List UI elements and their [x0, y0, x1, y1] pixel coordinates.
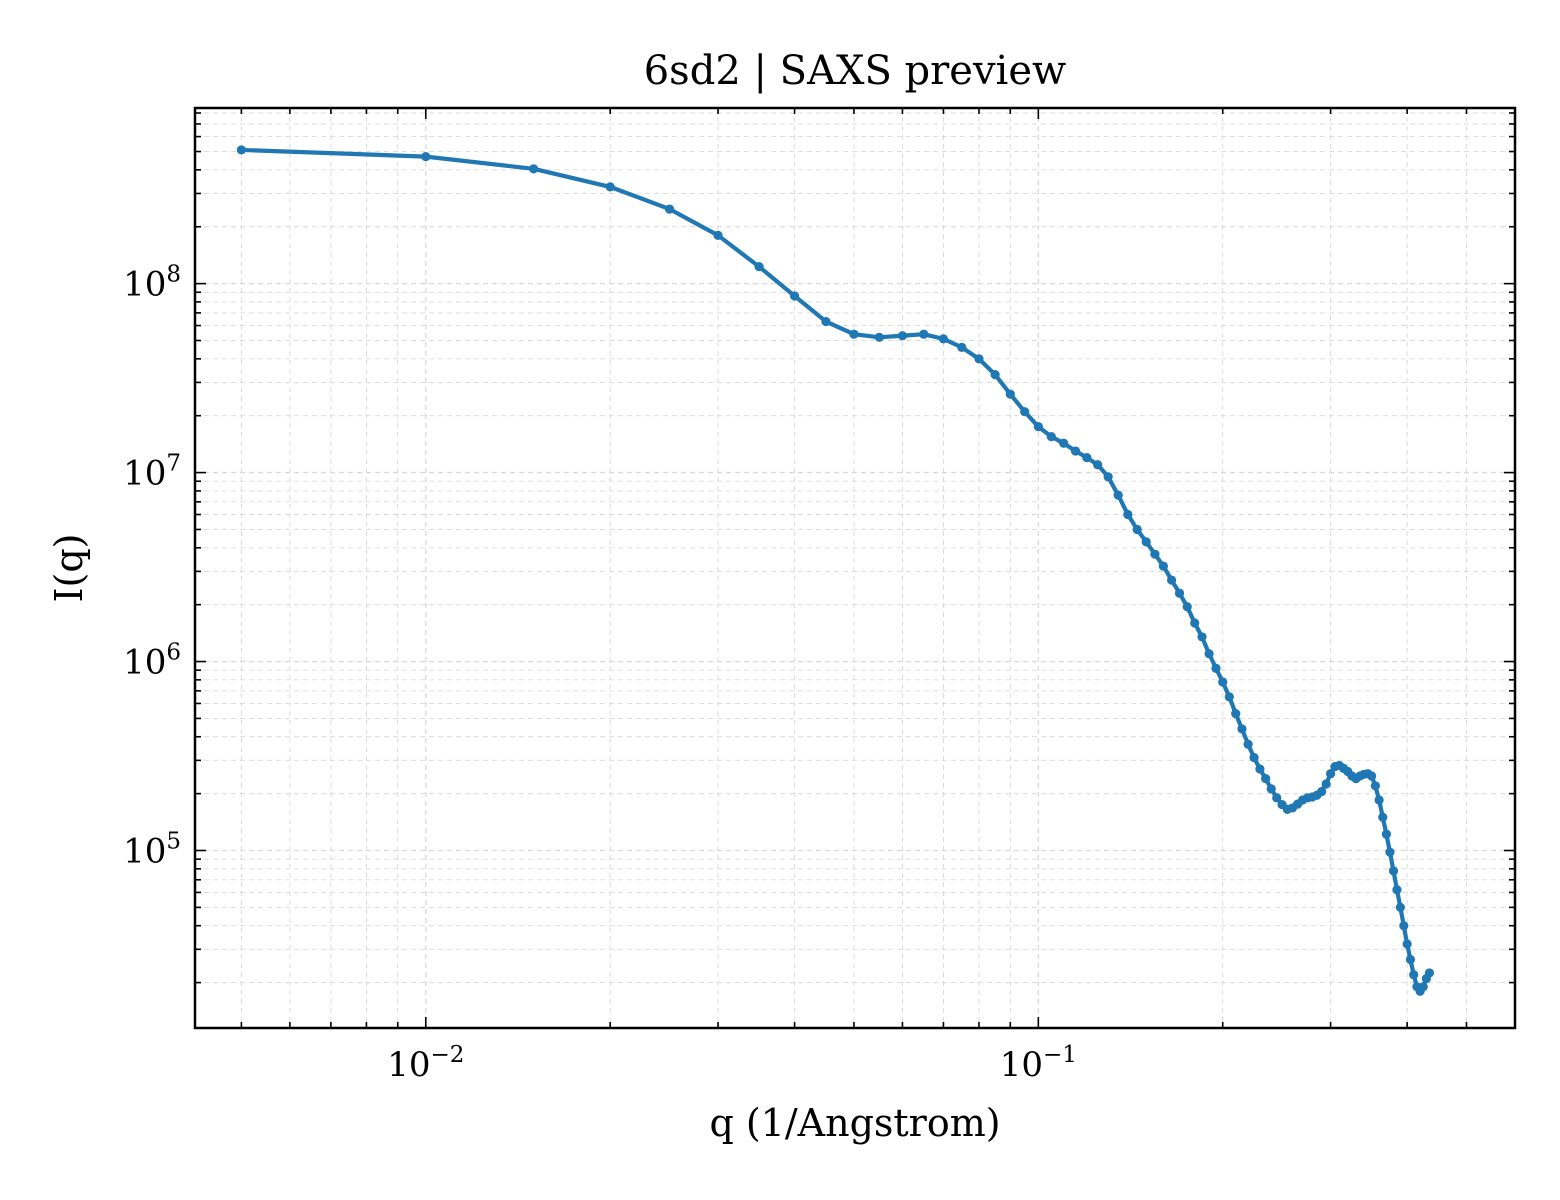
x-tick-label-exponent: −2	[430, 1042, 464, 1068]
data-point	[421, 152, 431, 162]
data-point	[754, 262, 764, 272]
data-point	[1224, 692, 1234, 702]
data-point	[821, 316, 831, 327]
y-tick-label-base: 10	[123, 643, 166, 683]
data-point	[1070, 446, 1081, 456]
data-point	[1316, 787, 1327, 797]
x-tick-label: 10−1	[1000, 1042, 1077, 1085]
data-point	[1093, 460, 1103, 470]
data-point	[1046, 432, 1056, 442]
x-tick-label: 10−2	[387, 1042, 464, 1085]
data-point	[1424, 968, 1435, 978]
y-tick-label: 108	[123, 262, 181, 305]
data-point	[1385, 847, 1395, 857]
data-point	[1150, 549, 1160, 559]
data-point	[1395, 902, 1405, 912]
data-point	[1399, 921, 1409, 931]
plot-frame	[193, 106, 1517, 1030]
data-point	[897, 331, 908, 341]
x-tick-label-base: 10	[387, 1045, 430, 1085]
data-point	[1211, 663, 1221, 673]
data-point	[1378, 812, 1388, 822]
data-point	[1272, 793, 1282, 803]
x-tick-label-exponent: −1	[1043, 1042, 1077, 1068]
data-point	[1261, 774, 1271, 784]
data-point	[1367, 771, 1377, 781]
data-point	[1005, 389, 1015, 399]
data-point	[1123, 509, 1133, 520]
data-point	[236, 145, 246, 155]
y-tick-label-base: 10	[123, 265, 166, 305]
y-tick-label-exponent: 7	[166, 451, 181, 477]
data-point	[713, 230, 723, 240]
y-tick-label-base: 10	[123, 832, 166, 872]
data-point	[1132, 524, 1142, 535]
data-point	[1381, 829, 1391, 839]
chart-title: 6sd2 | SAXS preview	[644, 48, 1067, 94]
data-point	[974, 354, 984, 364]
grid-lines	[195, 108, 1515, 1028]
x-tick-label-base: 10	[1000, 1045, 1043, 1085]
x-axis-label: q (1/Angstrom)	[709, 1101, 1000, 1145]
data-point	[1218, 677, 1228, 687]
data-point	[1020, 407, 1030, 417]
data-point	[529, 164, 539, 174]
data-point	[605, 182, 615, 192]
data-point	[789, 291, 800, 301]
data-point	[1103, 472, 1113, 482]
data-point	[1266, 784, 1276, 794]
data-point	[1370, 781, 1380, 791]
data-point	[1249, 753, 1259, 763]
data-point	[1204, 649, 1214, 659]
data-point	[664, 204, 675, 214]
data-point	[990, 370, 1000, 380]
data-point	[1231, 709, 1241, 719]
data-point	[1166, 575, 1177, 585]
data-point	[1418, 982, 1428, 992]
data-point	[1059, 438, 1069, 448]
data-series	[236, 145, 1435, 996]
data-point	[1402, 939, 1412, 949]
data-point	[1388, 866, 1399, 876]
data-point	[874, 332, 884, 342]
data-point	[1174, 588, 1185, 598]
data-point	[1374, 795, 1384, 805]
y-tick-label-exponent: 8	[166, 262, 181, 288]
y-tick-label-base: 10	[123, 454, 166, 494]
y-tick-label-exponent: 6	[166, 640, 181, 666]
data-point	[1113, 490, 1123, 500]
data-point	[1321, 779, 1331, 789]
data-point	[1243, 739, 1253, 749]
y-tick-label-exponent: 5	[166, 829, 181, 855]
data-point	[1190, 618, 1200, 628]
data-point	[1392, 885, 1402, 895]
data-point	[1033, 422, 1043, 432]
data-point	[1326, 769, 1336, 779]
data-point	[919, 329, 929, 339]
data-point	[1082, 453, 1092, 463]
data-point	[957, 342, 967, 352]
data-point	[1237, 724, 1247, 734]
data-point	[849, 329, 859, 339]
data-point	[1197, 632, 1207, 642]
data-point	[1405, 954, 1416, 965]
y-axis-label: I(q)	[47, 534, 91, 603]
data-point	[1255, 764, 1265, 774]
data-point	[1409, 970, 1419, 980]
data-point	[938, 334, 949, 344]
y-tick-label: 107	[123, 451, 181, 494]
y-tick-label: 106	[123, 640, 181, 683]
y-tick-label: 105	[123, 829, 181, 872]
data-point	[1182, 602, 1192, 612]
data-point	[1141, 537, 1151, 547]
data-point	[1158, 561, 1168, 571]
